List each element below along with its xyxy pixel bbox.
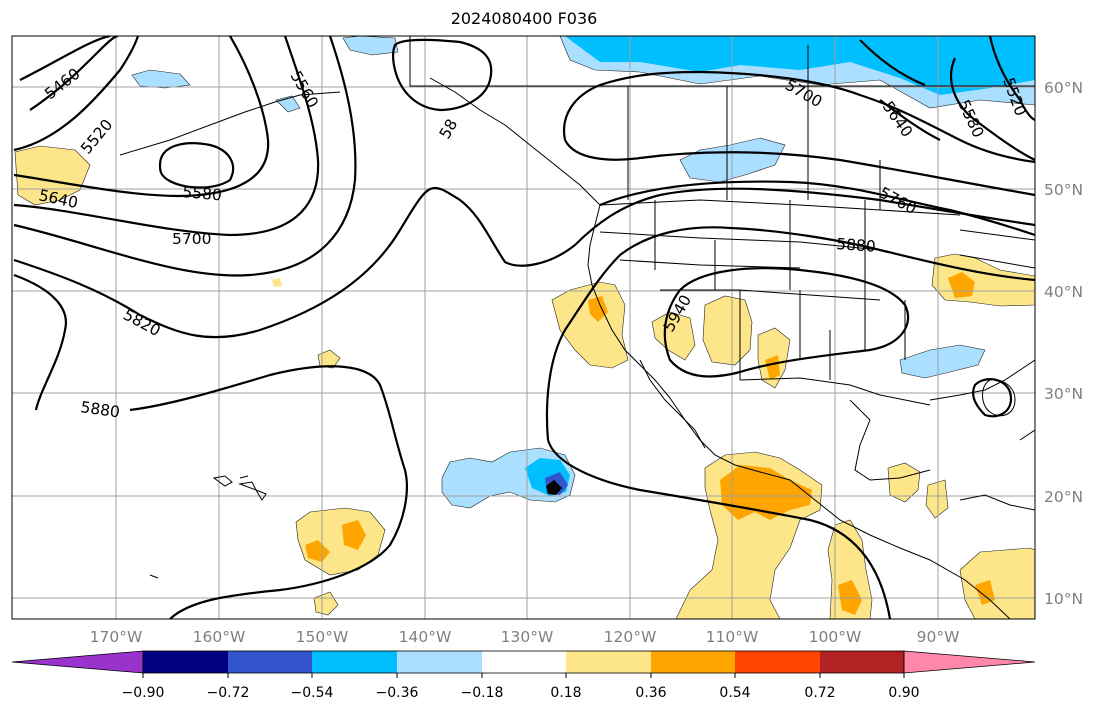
colorbar-extend-high xyxy=(904,651,1035,673)
colorbar-tick-1: −0.72 xyxy=(207,685,250,701)
lon-label-150w: 150°W xyxy=(296,628,349,646)
lat-label-50n: 50°N xyxy=(1044,181,1083,199)
colorbar-tick-3: −0.36 xyxy=(376,685,419,701)
colorbar: −0.90 −0.72 −0.54 −0.36 −0.18 0.18 0.36 … xyxy=(12,651,1035,701)
colorbar-bin-3 xyxy=(312,651,397,673)
lon-label-160w: 160°W xyxy=(193,628,246,646)
colorbar-tick-4: −0.18 xyxy=(461,685,504,701)
contour-label-5700: 5700 xyxy=(172,230,211,248)
lon-label-140w: 140°W xyxy=(399,628,452,646)
colorbar-bin-2 xyxy=(228,651,312,673)
colorbar-tick-2: −0.54 xyxy=(291,685,334,701)
colorbar-bin-1 xyxy=(143,651,228,673)
colorbar-bin-8 xyxy=(735,651,820,673)
colorbar-tick-5: 0.18 xyxy=(550,685,581,701)
lat-label-60n: 60°N xyxy=(1044,79,1083,97)
colorbar-tick-7: 0.54 xyxy=(719,685,750,701)
colorbar-extend-low xyxy=(12,651,143,673)
lon-label-120w: 120°W xyxy=(604,628,657,646)
contour-label-5580: 5580 xyxy=(182,183,223,204)
latitude-labels: 60°N 50°N 40°N 30°N 20°N 10°N xyxy=(1044,79,1083,608)
lat-label-20n: 20°N xyxy=(1044,488,1083,506)
contour-label-5880-east: 5880 xyxy=(836,235,877,256)
lat-label-30n: 30°N xyxy=(1044,385,1083,403)
lon-label-170w: 170°W xyxy=(90,628,143,646)
colorbar-tick-0: −0.90 xyxy=(122,685,165,701)
lon-label-100w: 100°W xyxy=(809,628,862,646)
lon-label-130w: 130°W xyxy=(501,628,554,646)
colorbar-bin-6 xyxy=(566,651,651,673)
colorbar-tick-6: 0.36 xyxy=(635,685,666,701)
lon-label-110w: 110°W xyxy=(706,628,759,646)
colorbar-tick-8: 0.72 xyxy=(804,685,835,701)
colorbar-bin-5 xyxy=(482,651,566,673)
colorbar-bin-9 xyxy=(820,651,904,673)
lon-label-90w: 90°W xyxy=(917,628,960,646)
colorbar-bin-7 xyxy=(651,651,735,673)
lat-label-40n: 40°N xyxy=(1044,283,1083,301)
longitude-labels: 170°W 160°W 150°W 140°W 130°W 120°W 110°… xyxy=(90,628,960,646)
colorbar-bin-4 xyxy=(397,651,482,673)
colorbar-tick-9: 0.90 xyxy=(888,685,919,701)
lat-label-10n: 10°N xyxy=(1044,590,1083,608)
